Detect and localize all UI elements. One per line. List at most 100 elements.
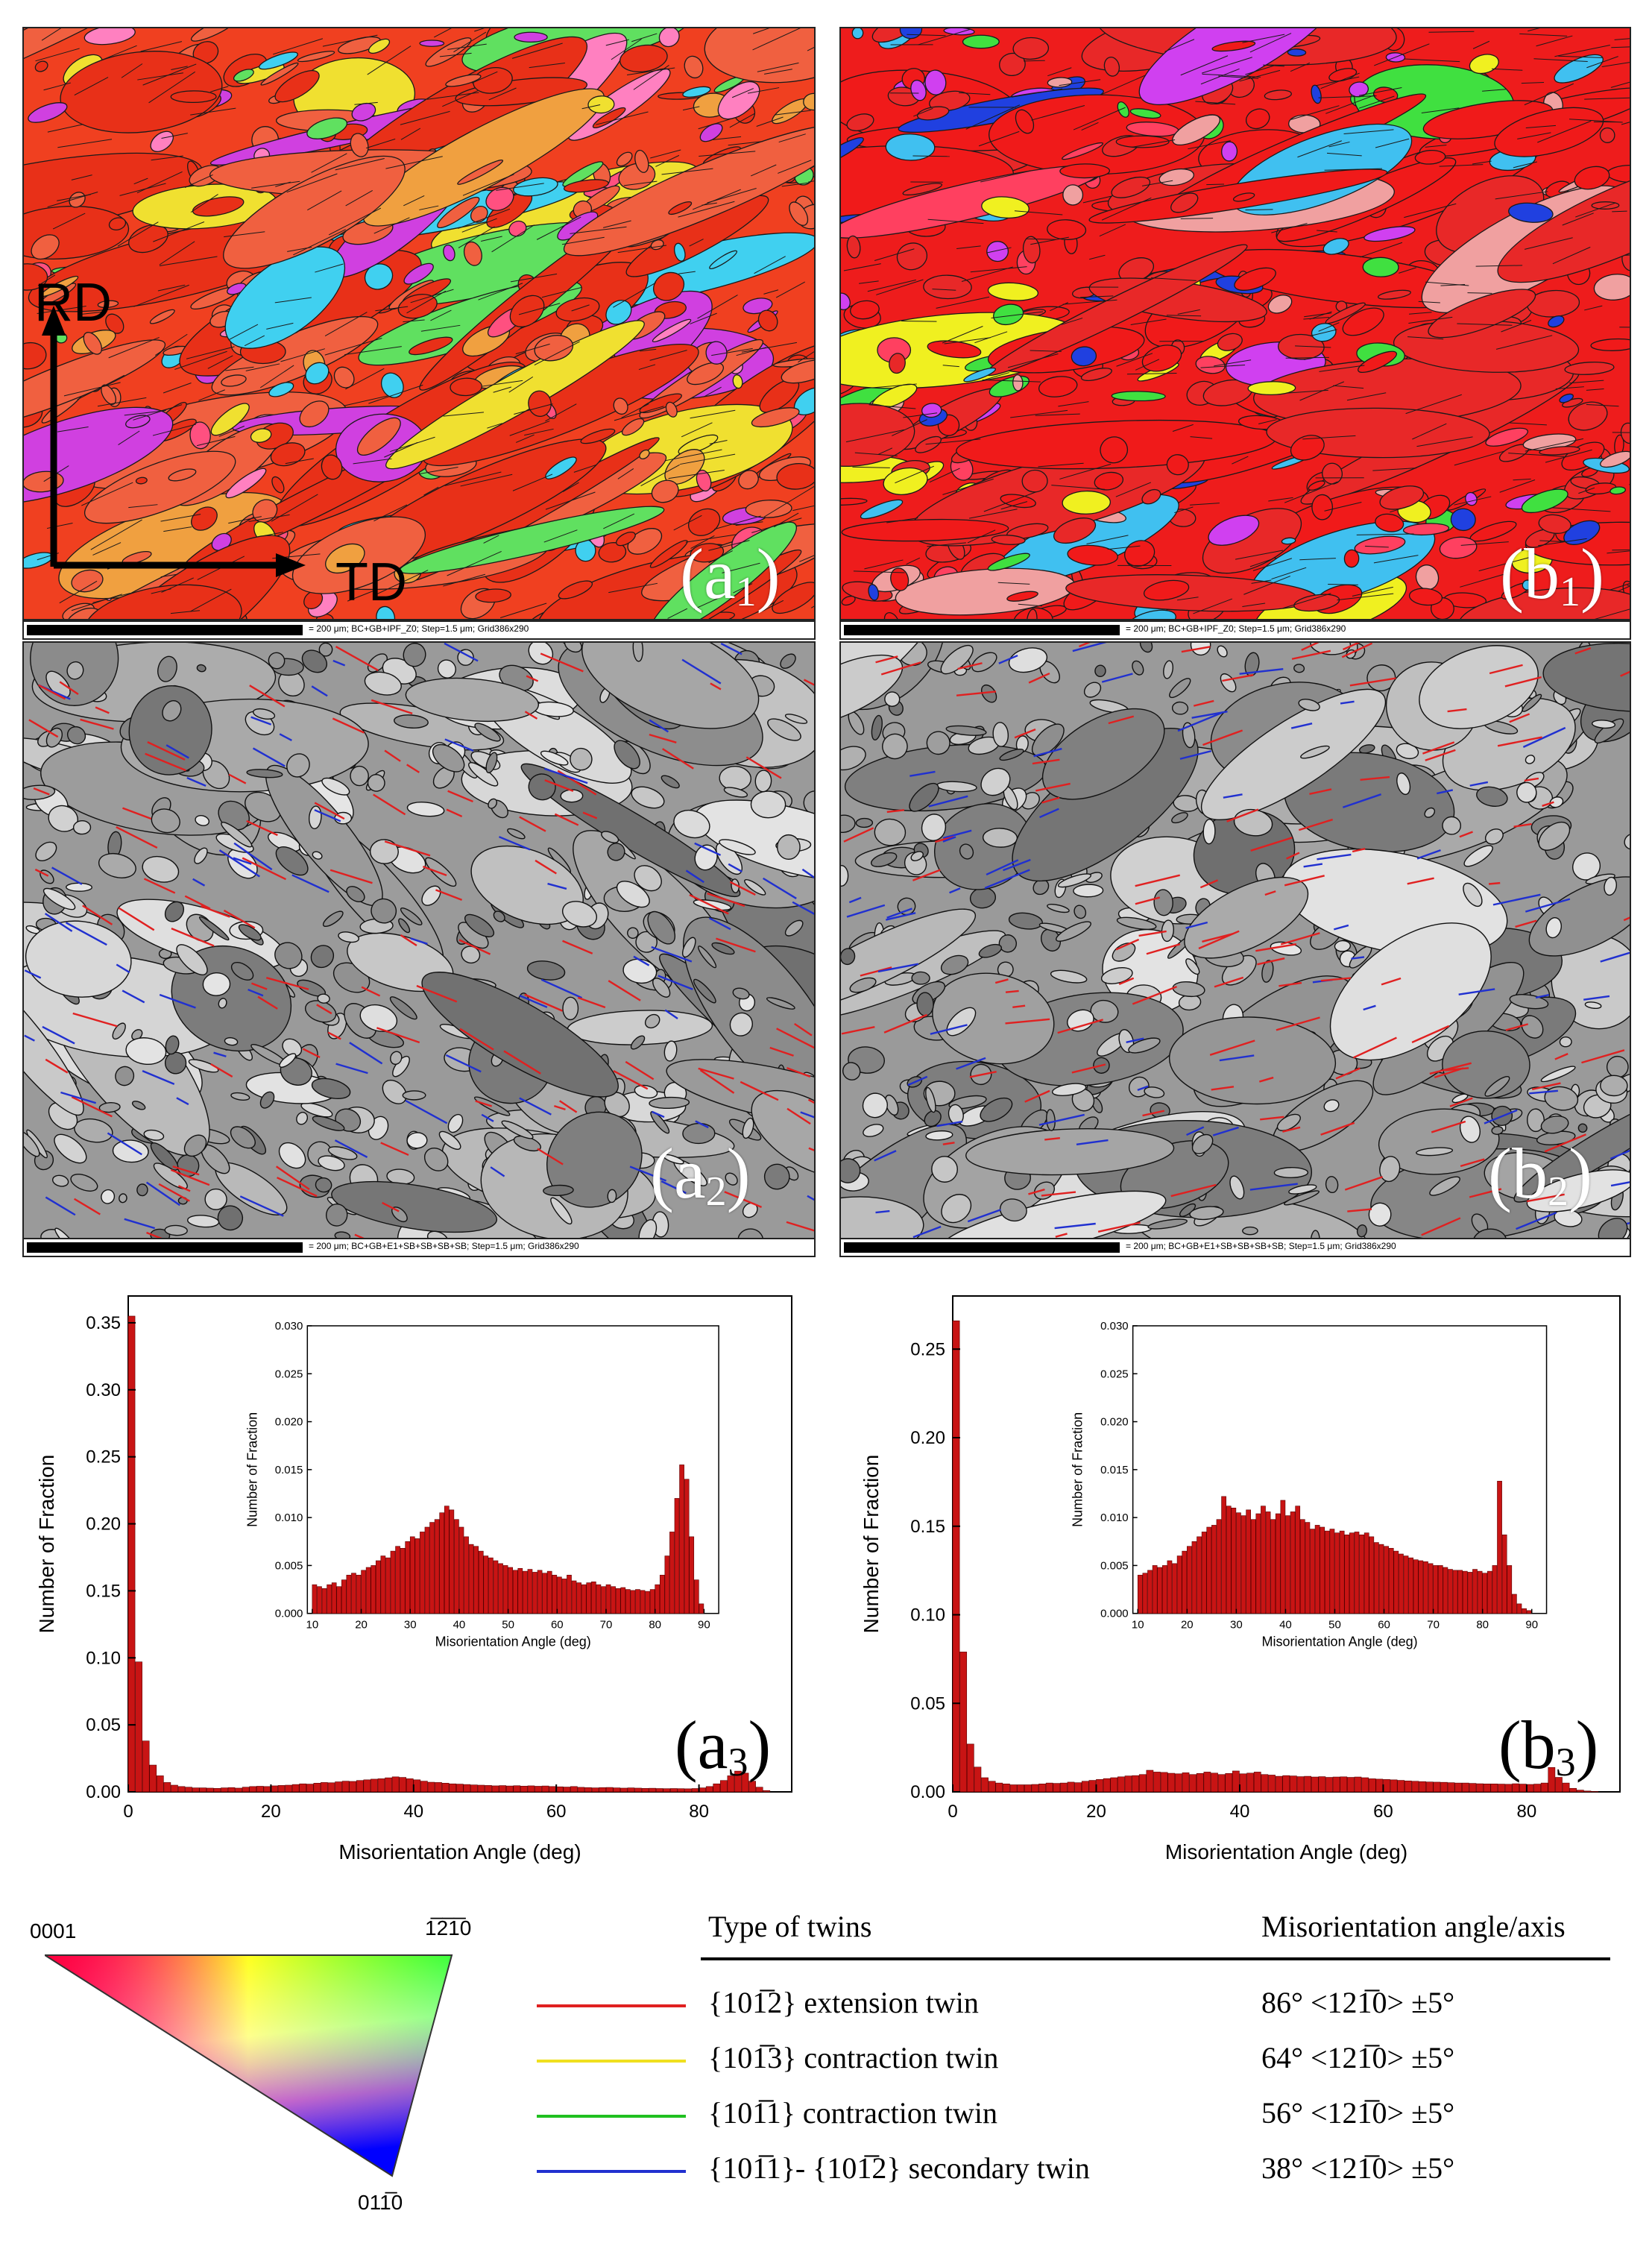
inset-bar [400,1547,406,1614]
inset-bar [1437,1565,1443,1614]
inset-bar [409,1536,415,1614]
bar [1504,1784,1513,1793]
bar-series [127,1315,771,1793]
bar [192,1787,200,1793]
inset-bar [1448,1569,1453,1614]
inset-bar [659,1574,665,1614]
bar [1253,1772,1261,1793]
bar [385,1777,392,1793]
bar [959,1652,968,1793]
inset-bar [346,1574,352,1614]
inset-bar [1137,1574,1143,1614]
inset-bar [405,1541,411,1614]
panel-label-b1: (b1) [1500,534,1604,615]
bar [1153,1772,1161,1793]
inset-bar [1167,1560,1173,1614]
legend-header-angle: Misorientation angle/axis [1261,1910,1566,1943]
scalebar-bar [844,1242,1120,1253]
bar [591,1787,599,1793]
inset-bar [655,1584,661,1614]
bar [499,1785,507,1793]
inset-bar [1216,1519,1222,1614]
inset-y-tick-label: 0.005 [275,1559,303,1572]
scalebar-bar [27,625,303,635]
bar [227,1787,236,1793]
bar [1440,1781,1448,1793]
inset-bar [649,1589,655,1614]
inset-bar [1403,1555,1409,1614]
panel-label-b3: (b3) [1498,1707,1599,1784]
y-tick-label: 0.05 [86,1715,121,1735]
y-axis-label: Number of Fraction [860,1455,883,1634]
inset-bar [365,1567,371,1614]
inset-bar [1512,1594,1517,1614]
grain-boundary-layer [24,643,814,1256]
bar [285,1784,292,1793]
panel-label-b2: (b2) [1488,1133,1592,1215]
y-tick-label: 0.25 [86,1447,121,1467]
inset-bar [1477,1570,1483,1614]
bar [1562,1782,1570,1793]
x-tick-label: 0 [123,1802,133,1822]
inset-y-tick-label: 0.010 [1100,1511,1129,1524]
panel-label-a2: (a2) [650,1133,751,1215]
inset-bar [458,1526,464,1614]
inset-bar [1428,1563,1434,1614]
bc-map-a2-image [24,643,814,1256]
inset-bar [1339,1530,1345,1614]
inset-bar [640,1590,646,1614]
inset-x-tick-label: 20 [355,1619,368,1632]
inset-x-tick-label: 90 [698,1619,710,1632]
inset-bar [1147,1570,1153,1614]
y-tick-label: 0.10 [910,1605,945,1626]
y-tick-label: 0.35 [86,1313,121,1333]
legend-header-rule [701,1957,1610,1960]
inset-bar [693,1579,699,1614]
inset-bar [390,1550,396,1614]
bar [271,1785,278,1793]
bar [663,1788,671,1793]
bar [1211,1772,1218,1793]
inset-x-tick-label: 90 [1525,1619,1538,1632]
inset-bar [1280,1500,1286,1614]
bar [670,1788,678,1793]
bar [435,1782,442,1793]
bar [1569,1787,1577,1793]
bar [1060,1782,1068,1793]
ipf-map-a1 [22,27,816,620]
bar [277,1785,286,1793]
ipf-label-0110: 011̅0 [358,2191,403,2214]
bar [313,1783,321,1793]
bar [213,1788,221,1793]
inset-x-tick-label: 80 [649,1619,661,1632]
bar [149,1764,157,1793]
bar [1347,1777,1355,1793]
inset-y-tick-label: 0.025 [275,1368,303,1380]
bar [599,1787,606,1793]
inset-bar [645,1591,650,1614]
inset-bar [1374,1542,1379,1614]
inset-bar [478,1550,484,1614]
bar [1533,1784,1541,1793]
bar [763,1790,771,1793]
inset-bar [1310,1529,1315,1614]
td-label: TD [335,553,407,612]
inset-bar [542,1573,547,1614]
panel-label-a3: (a3) [675,1707,772,1784]
inset-bar [586,1582,592,1614]
inset-bar [620,1587,626,1614]
inset-bar [1423,1561,1428,1614]
bar [1490,1784,1498,1793]
bar-series [952,1320,1598,1793]
inset-bar [1231,1507,1237,1614]
inset-bar [1211,1525,1217,1614]
scalebar-text: = 200 μm; BC+GB+IPF_Z0; Step=1.5 μm; Gri… [309,623,529,634]
bar [256,1786,264,1793]
y-tick-label: 0.00 [910,1782,945,1802]
inset-bar [1363,1532,1369,1614]
inset-x-tick-label: 50 [1328,1619,1341,1632]
inset-x-tick-label: 20 [1181,1619,1194,1632]
bar [477,1784,485,1793]
bar [995,1782,1003,1793]
bar [741,1772,749,1793]
